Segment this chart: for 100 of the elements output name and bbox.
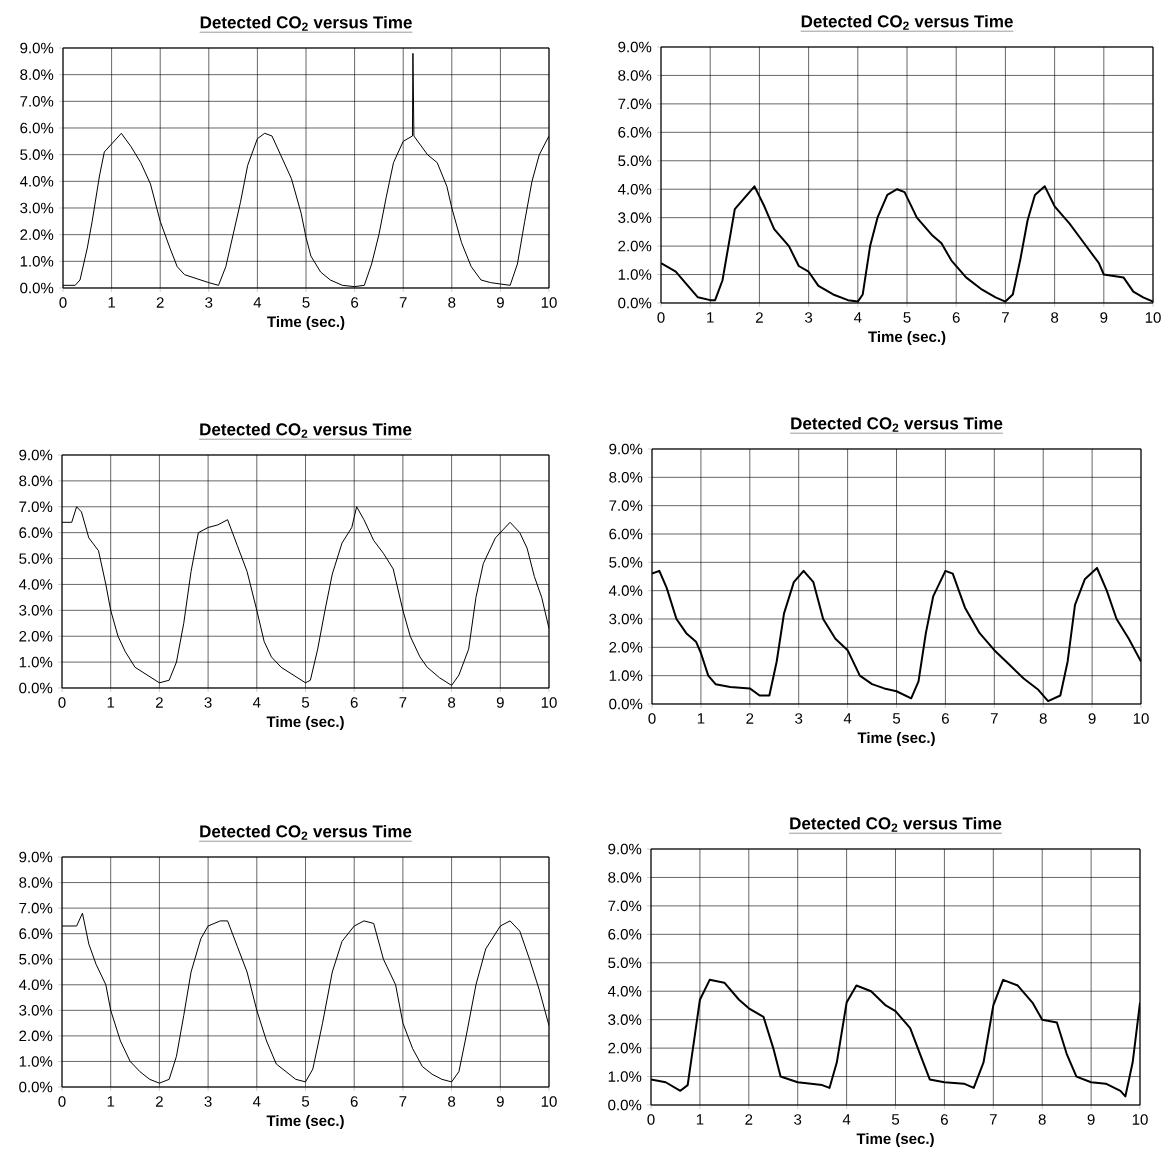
y-tick-label: 7.0% <box>19 501 53 513</box>
y-tick-label: 4.0% <box>18 979 53 991</box>
y-tick-label: 0.0% <box>20 282 54 294</box>
x-tick-label: 5 <box>301 697 310 708</box>
x-tick-label: 2 <box>745 1114 753 1125</box>
x-tick-label: 5 <box>903 312 911 323</box>
x-tick-label: 9 <box>1088 713 1096 724</box>
x-tick-label: 8 <box>448 297 456 308</box>
x-axis-title: Time (sec.) <box>868 331 946 345</box>
x-tick-label: 7 <box>989 1114 997 1125</box>
y-tick-label: 0.0% <box>609 698 643 710</box>
y-tick-label: 3.0% <box>20 202 54 214</box>
y-tick-label: 3.0% <box>19 1005 53 1016</box>
x-tick-label: 8 <box>1038 1114 1046 1125</box>
y-tick-label: 1.0% <box>20 256 54 267</box>
x-tick-label: 6 <box>942 713 949 724</box>
y-tick-label: 2.0% <box>618 240 652 252</box>
x-tick-label: 7 <box>399 1096 407 1107</box>
x-tick-label: 10 <box>1133 713 1149 724</box>
x-axis-title: Time (sec.) <box>266 716 344 730</box>
x-tick-label: 2 <box>746 713 754 724</box>
x-tick-label: 7 <box>1002 312 1009 323</box>
x-axis-title: Time (sec.) <box>857 732 935 746</box>
x-tick-label: 4 <box>252 697 261 708</box>
y-tick-label: 6.0% <box>609 528 643 540</box>
x-tick-label: 8 <box>448 697 456 708</box>
x-tick-label: 2 <box>155 1096 163 1107</box>
chart-title: Detected CO$_{2}$ versus Time <box>790 816 1002 832</box>
x-axis-title: Time (sec.) <box>856 1133 934 1147</box>
y-tick-label: 9.0% <box>609 443 643 455</box>
y-tick-label: 4.0% <box>607 985 642 997</box>
x-tick-label: 4 <box>252 1096 261 1107</box>
y-tick-label: 9.0% <box>618 41 652 53</box>
x-tick-label: 8 <box>448 1096 456 1107</box>
x-tick-label: 10 <box>541 1096 557 1107</box>
y-tick-label: 8.0% <box>20 69 54 80</box>
y-tick-label: 1.0% <box>19 1056 53 1067</box>
x-tick-label: 1 <box>108 297 116 308</box>
y-tick-label: 6.0% <box>20 122 54 134</box>
x-tick-label: 4 <box>842 1114 851 1125</box>
y-tick-label: 1.0% <box>608 1071 642 1082</box>
x-tick-label: 0 <box>648 713 656 724</box>
x-axis-title: Time (sec.) <box>267 316 345 330</box>
y-tick-label: 0.0% <box>19 1081 53 1093</box>
y-tick-label: 3.0% <box>19 605 53 616</box>
y-tick-label: 2.0% <box>20 229 54 240</box>
y-tick-label: 4.0% <box>18 579 53 590</box>
x-tick-label: 5 <box>301 1096 310 1107</box>
x-tick-label: 5 <box>302 297 310 308</box>
y-tick-label: 4.0% <box>617 183 652 195</box>
y-tick-label: 9.0% <box>608 843 642 855</box>
x-tick-label: 5 <box>892 713 901 724</box>
x-tick-label: 0 <box>657 312 665 323</box>
y-tick-label: 0.0% <box>608 1099 642 1111</box>
x-tick-label: 4 <box>853 312 862 323</box>
x-tick-label: 9 <box>496 1096 504 1107</box>
x-tick-label: 3 <box>795 713 803 724</box>
y-tick-label: 5.0% <box>19 553 53 564</box>
y-tick-label: 0.0% <box>19 682 53 694</box>
x-tick-label: 2 <box>156 297 164 308</box>
x-tick-label: 6 <box>350 697 358 708</box>
x-tick-label: 3 <box>205 297 213 308</box>
y-tick-label: 4.0% <box>19 176 54 187</box>
x-tick-label: 1 <box>696 1114 704 1125</box>
chart-title: Detected CO$_{2}$ versus Time <box>200 15 412 31</box>
x-tick-label: 8 <box>1051 312 1059 323</box>
y-tick-label: 0.0% <box>618 297 652 309</box>
y-tick-label: 9.0% <box>20 42 54 54</box>
x-tick-label: 9 <box>1100 312 1108 323</box>
y-tick-label: 2.0% <box>19 1030 53 1042</box>
x-tick-label: 6 <box>350 1096 358 1107</box>
x-tick-label: 0 <box>58 697 66 708</box>
y-tick-label: 1.0% <box>19 656 53 668</box>
x-tick-label: 8 <box>1039 713 1047 724</box>
x-tick-label: 3 <box>805 312 813 323</box>
x-tick-label: 10 <box>541 297 557 308</box>
x-tick-label: 7 <box>399 297 407 308</box>
x-tick-label: 10 <box>541 697 557 708</box>
y-tick-label: 7.0% <box>19 902 53 914</box>
x-tick-label: 2 <box>755 312 763 323</box>
chart-title: Detected CO$_{2}$ versus Time <box>200 422 412 438</box>
x-tick-label: 5 <box>891 1114 900 1125</box>
x-axis-title: Time (sec.) <box>266 1115 344 1129</box>
x-tick-label: 1 <box>107 697 115 708</box>
y-tick-label: 8.0% <box>19 475 53 487</box>
x-tick-label: 3 <box>204 1096 212 1107</box>
y-tick-label: 3.0% <box>618 212 652 223</box>
x-tick-label: 1 <box>107 1096 115 1107</box>
x-tick-label: 3 <box>794 1114 802 1125</box>
x-tick-label: 10 <box>1132 1114 1148 1125</box>
y-tick-label: 7.0% <box>608 900 642 912</box>
x-tick-label: 4 <box>843 713 852 724</box>
y-tick-label: 5.0% <box>609 557 643 568</box>
y-tick-label: 8.0% <box>608 872 642 883</box>
x-tick-label: 0 <box>59 297 67 308</box>
chart-title: Detected CO$_{2}$ versus Time <box>200 824 412 840</box>
x-tick-label: 7 <box>990 713 998 724</box>
chart-title: Detected CO$_{2}$ versus Time <box>801 14 1013 30</box>
x-tick-label: 0 <box>647 1114 655 1125</box>
x-tick-label: 6 <box>952 312 960 323</box>
